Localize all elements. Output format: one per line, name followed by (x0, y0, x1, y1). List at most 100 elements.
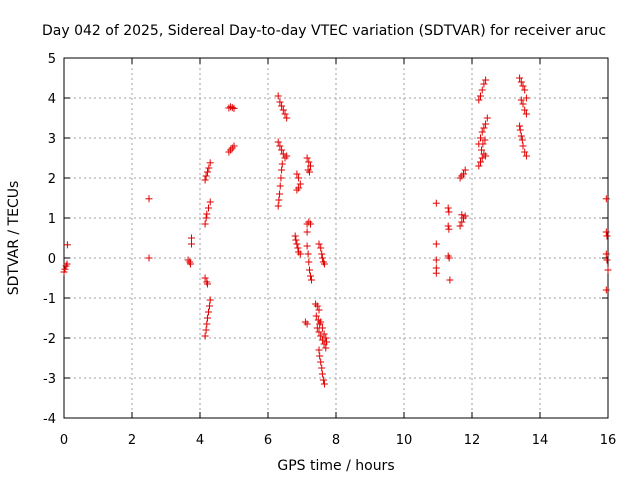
data-point (517, 132, 525, 140)
data-point (322, 344, 330, 352)
data-point (602, 195, 610, 203)
data-point (305, 158, 313, 166)
data-point (318, 364, 326, 372)
data-point (482, 120, 490, 128)
data-point (432, 256, 440, 264)
data-point (276, 98, 284, 106)
data-point (228, 104, 236, 112)
data-point (315, 306, 323, 314)
data-point (305, 168, 313, 176)
data-point (461, 166, 469, 174)
data-point (320, 380, 328, 388)
data-point (203, 314, 211, 322)
x-tick-label: 4 (196, 433, 204, 448)
data-point (186, 260, 194, 268)
x-tick-label: 2 (128, 433, 136, 448)
data-point (521, 106, 529, 114)
y-tick-label: 2 (48, 172, 56, 187)
data-point (277, 174, 285, 182)
data-point (458, 211, 466, 219)
data-point (602, 250, 610, 258)
y-tick-label: -4 (43, 412, 56, 427)
data-point (522, 152, 530, 160)
data-point (475, 96, 483, 104)
data-point (303, 320, 311, 328)
x-axis-label: GPS time / hours (277, 458, 394, 474)
data-point (303, 228, 311, 236)
data-point (205, 204, 212, 212)
data-point (274, 202, 282, 210)
data-point (201, 220, 209, 228)
data-point (205, 164, 213, 172)
data-point (295, 174, 303, 182)
data-point (475, 162, 483, 170)
grid-lines (64, 58, 608, 418)
data-point (274, 138, 282, 146)
chart-title: Day 042 of 2025, Sidereal Day-to-day VTE… (42, 23, 606, 39)
data-point (276, 142, 284, 150)
x-tick-label: 6 (264, 433, 272, 448)
data-point (432, 269, 440, 277)
data-point (294, 244, 302, 252)
y-tick-label: 5 (48, 52, 56, 67)
x-axis-ticks: 0 2 4 6 8 10 12 14 16 (60, 58, 616, 448)
data-point (518, 136, 526, 144)
data-point (477, 92, 484, 100)
data-point (293, 240, 301, 248)
data-point (201, 274, 209, 282)
data-point (445, 225, 453, 233)
data-point (479, 140, 487, 148)
data-point (278, 160, 286, 168)
data-point (322, 338, 330, 346)
data-point (230, 142, 238, 150)
data-point (203, 280, 211, 288)
data-point (445, 254, 453, 262)
data-point (478, 128, 486, 136)
data-point (517, 96, 525, 104)
data-point (293, 170, 301, 178)
data-point (275, 196, 283, 204)
data-point (461, 212, 469, 220)
data-point (482, 76, 490, 84)
y-tick-label: 3 (48, 132, 56, 147)
data-point (283, 152, 291, 160)
data-point (205, 308, 212, 316)
data-point (61, 265, 69, 273)
data-point (320, 260, 328, 268)
data-point (444, 222, 452, 230)
data-point (521, 86, 529, 94)
data-point (206, 198, 214, 206)
data-point (203, 210, 211, 218)
data-point (276, 190, 284, 198)
data-point (276, 182, 284, 190)
data-point (477, 134, 484, 142)
data-point (517, 78, 525, 86)
x-tick-label: 0 (60, 433, 68, 448)
x-tick-label: 12 (464, 433, 481, 448)
data-point (483, 114, 491, 122)
data-point (480, 124, 488, 132)
data-point (318, 370, 326, 378)
data-point (458, 218, 466, 226)
data-point (145, 254, 153, 262)
data-point (319, 376, 327, 384)
data-point (202, 326, 210, 334)
data-point (446, 276, 454, 284)
data-point (303, 242, 311, 250)
data-point (316, 352, 324, 360)
data-point (602, 228, 610, 236)
data-point (274, 92, 282, 100)
y-tick-label: -1 (43, 292, 56, 307)
data-point (482, 152, 490, 160)
data-point (320, 330, 328, 338)
data-point (313, 302, 321, 310)
data-point (291, 232, 299, 240)
data-point (602, 286, 610, 294)
data-point (206, 159, 214, 167)
data-point (202, 172, 210, 180)
data-point (312, 312, 320, 320)
x-tick-label: 14 (532, 433, 549, 448)
data-point (281, 110, 289, 118)
data-point (604, 266, 612, 274)
